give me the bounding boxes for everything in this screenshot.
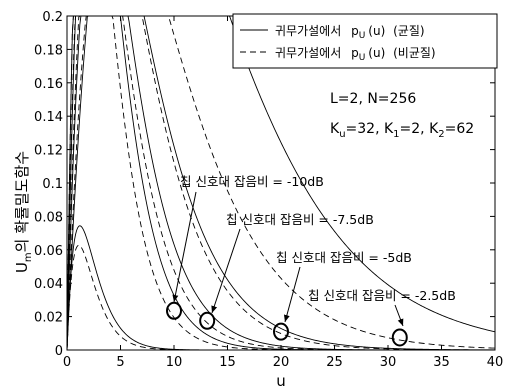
x-tick-label: 30	[380, 355, 397, 370]
x-axis-label: u	[276, 372, 286, 390]
y-tick-label: 0	[55, 344, 63, 359]
x-tick-label: 10	[166, 355, 183, 370]
y-axis-label-base: U	[13, 262, 31, 273]
y-axis-label-rest: 의 확률밀도함수	[13, 151, 31, 252]
annotation-label-2: 칩 신호대 잡음비 = -7.5dB	[226, 212, 374, 227]
annotation-label-1: 칩 신호대 잡음비 = -10dB	[180, 174, 324, 189]
y-tick-label: 0.14	[34, 110, 63, 125]
y-tick-label: 0.1	[42, 177, 63, 192]
axis-ticks: 0 5 10 15 20 25 30 35 40 0 0.02 0.04 0.06 0.08 0.1 0.12…	[34, 10, 503, 370]
y-axis-label-sub: m	[23, 252, 34, 262]
x-tick-label: 15	[219, 355, 236, 370]
annotation-markers	[166, 301, 408, 347]
annotation-label-4: 칩 신호대 잡음비 = -2.5dB	[308, 288, 456, 303]
annotation-arrow-2	[211, 228, 241, 314]
x-tick-label: 25	[326, 355, 343, 370]
param-line-1: L=2, N=256	[330, 91, 416, 107]
annotation-circle-4	[391, 328, 408, 347]
x-tick-label: 0	[63, 355, 71, 370]
legend-entry-2: 귀무가설에서 pU (u) (비균질)	[275, 46, 436, 63]
annotation-circle-3	[273, 322, 289, 341]
legend-box	[232, 13, 498, 69]
y-axis-label: Um의 확률밀도함수	[13, 151, 34, 273]
x-tick-label: 5	[116, 355, 124, 370]
x-tick-label: 20	[273, 355, 290, 370]
legend-entry-1: 귀무가설에서 pU (u) (균질)	[275, 24, 425, 41]
annotation-circle-2	[199, 311, 216, 330]
legend: 귀무가설에서 pU (u) (균질) 귀무가설에서 pU (u) (비균질)	[232, 13, 498, 69]
annotation-circle-1	[166, 301, 182, 320]
series-line-8-dashed	[66, 15, 496, 351]
y-tick-label: 0.02	[34, 311, 63, 326]
y-tick-label: 0.2	[42, 10, 63, 25]
annotation-arrow-4	[394, 304, 404, 327]
annotation-arrow-1	[172, 191, 197, 303]
y-tick-label: 0.04	[34, 277, 63, 292]
annotation-arrow-3	[283, 266, 301, 323]
x-tick-label: 35	[433, 355, 450, 370]
x-tick-label: 40	[487, 355, 504, 370]
y-tick-label: 0.08	[34, 210, 63, 225]
annotation-label-3: 칩 신호대 잡음비 = -5dB	[276, 250, 412, 265]
y-tick-label: 0.18	[34, 43, 63, 58]
param-line-2: Ku=32, K1=2, K2=62	[330, 121, 474, 140]
y-tick-label: 0.16	[34, 77, 63, 92]
y-tick-label: 0.12	[34, 144, 63, 159]
y-tick-label: 0.06	[34, 244, 63, 259]
